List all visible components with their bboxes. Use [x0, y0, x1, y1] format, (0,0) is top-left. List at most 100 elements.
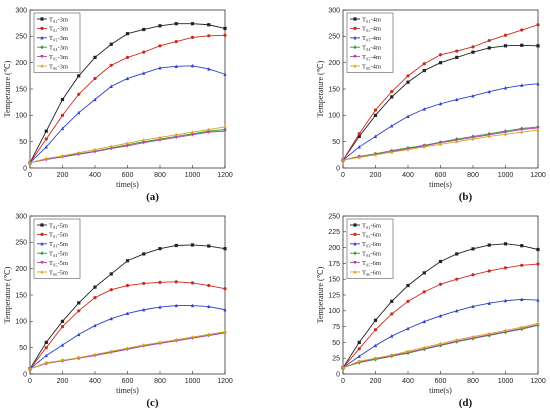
data-point: [357, 134, 361, 138]
chart-panel-3: 0 200 400 600 800 1000 1200 0 50 100 150 200 250 300 t…: [3, 213, 233, 409]
legend-label: T₀₅-3m: [49, 54, 68, 61]
legend: T₀₁-3m T₀₂-3m T₀₃-3m T₀₄-3m T₀₅-3m T₀₆-3m: [33, 12, 81, 73]
x-tick-label: 400: [402, 378, 414, 385]
legend-marker: [353, 270, 357, 274]
series-5: [341, 323, 540, 370]
data-point: [373, 328, 378, 332]
data-point: [44, 340, 48, 344]
data-point: [174, 135, 178, 140]
data-point: [93, 76, 97, 81]
data-point: [503, 328, 508, 333]
data-point: [471, 50, 475, 54]
data-point: [109, 272, 113, 276]
data-point: [28, 366, 32, 371]
x-tick-label: 800: [154, 172, 166, 179]
data-point: [536, 321, 540, 326]
data-point: [223, 26, 227, 31]
data-point: [93, 55, 97, 59]
data-point: [390, 90, 394, 94]
data-point: [341, 158, 345, 163]
legend-marker: [353, 26, 357, 30]
data-point: [207, 130, 211, 135]
data-point: [93, 97, 97, 102]
data-point: [438, 61, 443, 65]
data-point: [77, 92, 81, 96]
x-tick-label: 0: [341, 378, 345, 385]
data-point: [174, 303, 178, 308]
legend-label: T₀₄-6m: [362, 251, 381, 258]
data-point: [223, 129, 227, 134]
data-point: [190, 22, 195, 26]
data-point: [536, 128, 540, 133]
legend-marker: [353, 241, 357, 246]
data-point: [125, 32, 130, 36]
x-axis-title: time(s): [429, 180, 452, 189]
x-tick-label: 400: [402, 172, 414, 179]
data-point: [109, 42, 113, 46]
panel-label: (b): [459, 191, 473, 203]
data-point: [487, 134, 492, 139]
legend-label: T₀₄-4m: [362, 45, 381, 52]
data-point: [455, 49, 459, 53]
data-point: [454, 337, 459, 342]
data-point: [487, 38, 491, 43]
x-tick-label: 200: [57, 172, 69, 179]
data-point: [422, 271, 426, 275]
data-point: [158, 340, 162, 345]
data-point: [142, 27, 146, 32]
data-point: [44, 156, 49, 161]
data-point: [390, 312, 394, 316]
data-point: [223, 287, 227, 291]
x-tick-label: 200: [370, 378, 382, 385]
legend-label: T₀₃-3m: [49, 35, 68, 42]
data-point: [44, 360, 49, 365]
y-tick-label: 150: [15, 86, 27, 93]
data-point: [77, 301, 81, 305]
y-tick-label: 125: [328, 292, 340, 299]
legend-marker: [40, 35, 44, 40]
x-tick-label: 0: [341, 172, 345, 179]
data-point: [60, 153, 65, 158]
y-tick-label: 225: [328, 229, 340, 236]
series-3: [341, 297, 540, 370]
data-point: [438, 259, 443, 264]
series-3: [28, 63, 227, 165]
data-point: [471, 334, 475, 339]
legend-label: T₀₄-3m: [49, 45, 68, 52]
data-point: [207, 283, 211, 288]
series-6: [341, 128, 540, 163]
data-point: [503, 33, 508, 37]
series-2: [28, 280, 227, 371]
legend: T₀₁-6m T₀₂-6m T₀₃-6m T₀₄-6m T₀₅-6m T₀₆-6m: [346, 218, 394, 279]
data-point: [487, 301, 491, 305]
panel-label: (a): [146, 191, 159, 203]
legend-label: T₀₃-4m: [362, 35, 381, 42]
legend-marker: [40, 232, 44, 236]
y-tick-label: 50: [332, 340, 340, 347]
series-line: [29, 65, 226, 164]
data-point: [520, 43, 524, 47]
data-point: [455, 308, 459, 313]
data-point: [207, 304, 211, 309]
data-point: [487, 331, 492, 336]
data-point: [422, 319, 426, 324]
legend-marker: [353, 35, 357, 40]
data-point: [422, 62, 426, 66]
legend-label: T₀₁-3m: [49, 16, 68, 23]
data-point: [471, 137, 475, 142]
y-tick-label: 50: [19, 345, 27, 352]
data-point: [190, 243, 195, 247]
legend-label: T₀₂-5m: [49, 232, 68, 239]
data-point: [142, 281, 146, 286]
legend-label: T₀₆-4m: [362, 63, 381, 70]
data-point: [158, 138, 162, 142]
data-point: [223, 247, 227, 251]
data-point: [390, 123, 394, 128]
data-point: [373, 318, 378, 322]
x-tick-label: 1200: [530, 172, 546, 179]
data-point: [207, 244, 211, 248]
data-point: [158, 24, 162, 28]
y-tick-label: 100: [328, 308, 340, 315]
legend-marker: [353, 55, 357, 59]
legend-label: T₀₄-5m: [49, 251, 68, 258]
